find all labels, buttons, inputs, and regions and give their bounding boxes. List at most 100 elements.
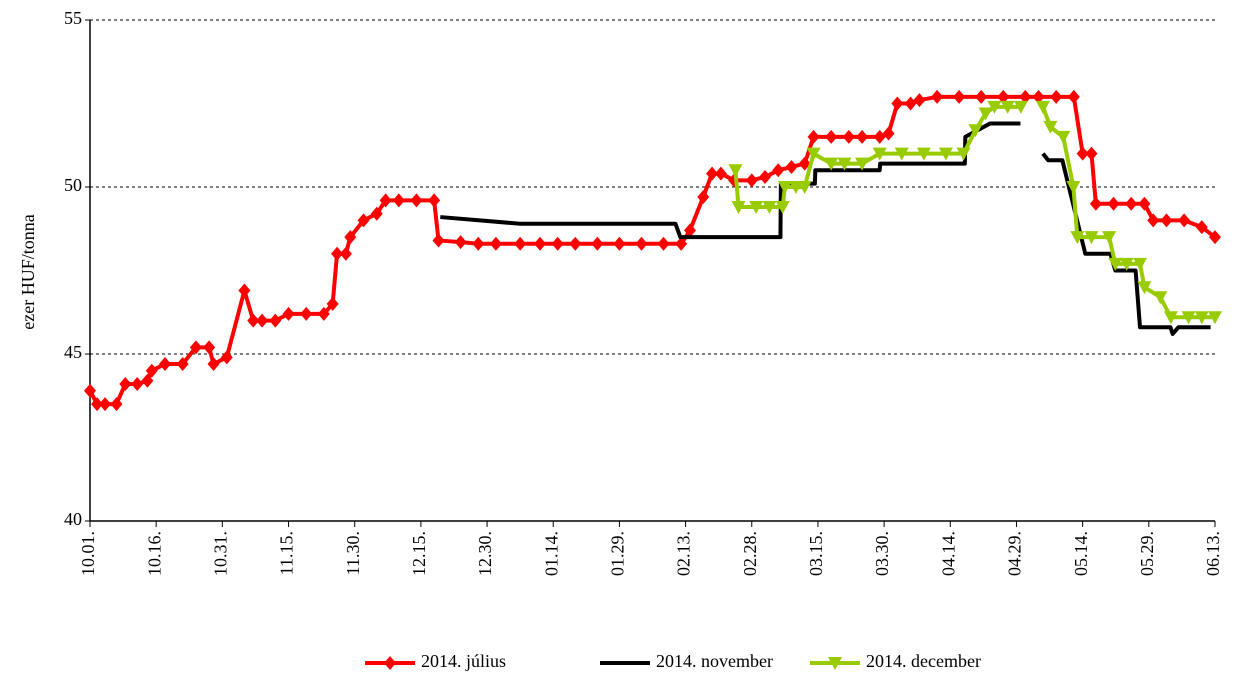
point [379, 193, 392, 208]
point [772, 163, 785, 178]
point [728, 164, 743, 178]
point [706, 166, 719, 181]
y-tick-label: 45 [64, 342, 82, 362]
point [1076, 146, 1089, 161]
point [894, 147, 909, 161]
point [807, 129, 820, 144]
point [392, 193, 405, 208]
point [84, 383, 96, 398]
legend-label: 2014. november [656, 651, 773, 671]
point [1125, 196, 1138, 211]
x-tick-label: 10.31. [210, 531, 230, 576]
point [788, 181, 803, 194]
point [1138, 196, 1151, 211]
point [684, 223, 696, 238]
point [534, 236, 546, 251]
x-tick-label: 01.14. [541, 531, 561, 576]
x-tick-label: 10.01. [78, 531, 98, 576]
point [1070, 231, 1085, 245]
point [119, 377, 132, 392]
x-tick-label: 11.30. [343, 531, 363, 575]
point [207, 357, 220, 372]
x-tick-label: 02.28. [740, 531, 760, 576]
series-line [733, 104, 1215, 320]
point [247, 313, 260, 328]
point [159, 357, 171, 372]
point [1107, 196, 1120, 211]
y-tick-label: 50 [64, 175, 82, 195]
point [714, 166, 727, 181]
point [891, 96, 904, 111]
point [344, 230, 357, 245]
point [1209, 230, 1221, 245]
point [326, 296, 339, 311]
point [762, 201, 777, 215]
point [953, 89, 966, 104]
point [1084, 231, 1099, 245]
point [591, 236, 604, 251]
y-tick-label: 40 [64, 509, 82, 529]
point [238, 283, 251, 298]
point [514, 236, 527, 251]
point [269, 313, 282, 328]
point [916, 147, 931, 161]
point [410, 193, 423, 208]
point [1089, 196, 1102, 211]
point [798, 156, 811, 171]
point [145, 363, 158, 378]
point [1085, 146, 1098, 161]
point [110, 397, 123, 412]
point [1019, 89, 1032, 104]
point [1050, 89, 1063, 104]
x-tick-label: 03.30. [872, 531, 892, 576]
x-tick-label: 04.14. [938, 531, 958, 576]
point [370, 206, 383, 221]
point [91, 397, 104, 412]
point [1133, 257, 1147, 271]
series-line [88, 94, 1217, 407]
point [317, 306, 330, 321]
point [997, 89, 1010, 104]
point [99, 397, 111, 412]
point [824, 157, 839, 171]
x-tick-label: 12.30. [475, 531, 495, 576]
point [635, 236, 648, 251]
point [777, 181, 792, 194]
point [1035, 100, 1050, 114]
point [975, 89, 988, 104]
point [1194, 311, 1209, 325]
point [1000, 100, 1015, 114]
point [189, 340, 202, 355]
point [1181, 311, 1196, 325]
point [1153, 291, 1168, 305]
point [978, 107, 993, 121]
point [1163, 311, 1178, 325]
y-axis-label: ezer HUF/tonna [18, 214, 38, 329]
x-tick-label: 01.29. [608, 531, 628, 576]
point [1067, 89, 1080, 104]
point [472, 236, 485, 251]
x-tick-label: 10.16. [144, 531, 164, 576]
x-tick-label: 06.13. [1203, 531, 1223, 576]
point [613, 236, 626, 251]
point [220, 350, 233, 365]
point [1043, 120, 1058, 134]
x-tick-label: 04.29. [1005, 531, 1025, 576]
point [1208, 311, 1222, 325]
legend-marker [384, 656, 396, 670]
point [731, 201, 746, 215]
point [357, 213, 370, 228]
point [931, 89, 944, 104]
point [855, 157, 870, 171]
x-tick-label: 02.13. [674, 531, 694, 576]
point [1032, 89, 1045, 104]
point [759, 169, 771, 184]
point [339, 246, 352, 261]
point [987, 100, 1002, 114]
point [1102, 231, 1117, 245]
point [331, 246, 344, 261]
point [749, 201, 764, 215]
point [968, 124, 983, 138]
point [837, 157, 852, 171]
